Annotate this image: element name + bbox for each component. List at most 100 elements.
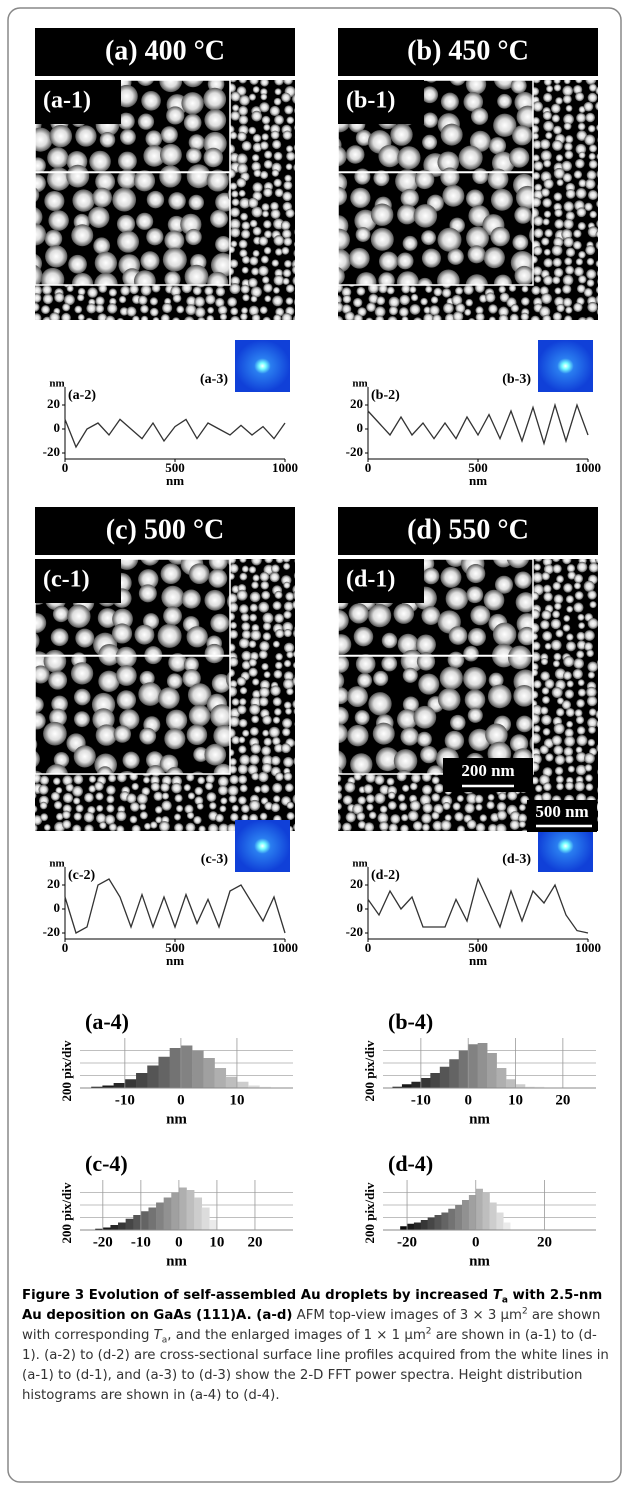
droplet [332, 325, 340, 333]
droplet [453, 311, 463, 321]
histogram-bar [421, 1078, 431, 1088]
droplet [241, 622, 250, 631]
droplet [599, 141, 607, 149]
droplet [600, 736, 607, 743]
histogram-bar [478, 1043, 488, 1088]
droplet [556, 304, 564, 312]
droplet [274, 591, 282, 599]
droplet [207, 307, 214, 314]
droplet [294, 227, 305, 238]
droplet [565, 755, 574, 764]
droplet [586, 650, 594, 658]
droplet [566, 189, 576, 199]
histogram-bar [226, 1077, 238, 1088]
droplet [564, 77, 571, 84]
droplet [441, 93, 459, 111]
droplet [531, 316, 540, 325]
droplet [137, 793, 148, 804]
droplet [106, 785, 116, 795]
droplet [153, 317, 160, 324]
droplet [511, 304, 519, 312]
droplet [584, 630, 595, 641]
x-axis-label: nm [166, 1111, 187, 1127]
profile-curve [65, 419, 285, 447]
droplet [32, 293, 42, 303]
droplet [587, 258, 595, 266]
droplet [535, 325, 542, 332]
droplet [92, 188, 112, 208]
droplet [242, 141, 252, 151]
droplet [138, 113, 154, 129]
droplet [438, 688, 461, 711]
droplet [453, 802, 461, 810]
x-tick-label: 10 [229, 1092, 244, 1108]
droplet [239, 719, 248, 728]
droplet [297, 785, 305, 793]
droplet [187, 812, 194, 819]
droplet [293, 651, 300, 658]
droplet [53, 777, 61, 785]
droplet [159, 165, 181, 187]
droplet [249, 566, 256, 573]
droplet [282, 313, 292, 323]
droplet [443, 802, 451, 810]
droplet [355, 710, 370, 725]
droplet [273, 717, 280, 724]
droplet [240, 687, 247, 694]
droplet [401, 814, 408, 821]
droplet [588, 93, 598, 103]
droplet [237, 677, 246, 686]
droplet [573, 602, 583, 612]
droplet [588, 726, 596, 734]
droplet [566, 606, 573, 613]
droplet [53, 606, 69, 622]
droplet [232, 198, 240, 206]
droplet [534, 161, 544, 171]
droplet [161, 586, 184, 609]
droplet [515, 266, 534, 285]
droplet [584, 102, 594, 112]
droplet [242, 256, 250, 264]
droplet [296, 201, 304, 209]
droplet [584, 288, 593, 297]
droplet [493, 623, 516, 646]
droplet [42, 285, 52, 295]
droplet [468, 318, 475, 325]
droplet [431, 296, 438, 303]
droplet [272, 140, 281, 149]
droplet [440, 666, 463, 689]
droplet [100, 132, 116, 148]
droplet [540, 139, 550, 149]
droplet [466, 564, 485, 583]
droplet [347, 725, 368, 746]
droplet [463, 667, 486, 690]
droplet [161, 126, 178, 143]
droplet [61, 313, 71, 323]
droplet [292, 93, 303, 104]
droplet [204, 286, 213, 295]
y-tick-label: -20 [346, 924, 363, 939]
droplet [40, 776, 49, 785]
droplet [75, 125, 96, 146]
droplet [574, 574, 583, 583]
droplet [66, 165, 89, 188]
x-tick-label: -20 [93, 1234, 113, 1250]
droplet [236, 178, 246, 188]
droplet [273, 235, 284, 246]
droplet [249, 668, 258, 677]
histogram-bar [506, 1079, 516, 1088]
droplet [566, 641, 576, 651]
droplet [193, 816, 201, 824]
droplet [274, 670, 283, 679]
droplet [71, 224, 93, 246]
droplet [294, 557, 301, 564]
droplet [397, 146, 420, 169]
droplet [354, 627, 374, 647]
droplet [397, 253, 414, 270]
droplet [431, 831, 442, 842]
droplet [49, 312, 60, 323]
histogram-bar [462, 1200, 469, 1230]
droplet [563, 173, 572, 182]
droplet [534, 276, 541, 283]
droplet [364, 822, 374, 832]
